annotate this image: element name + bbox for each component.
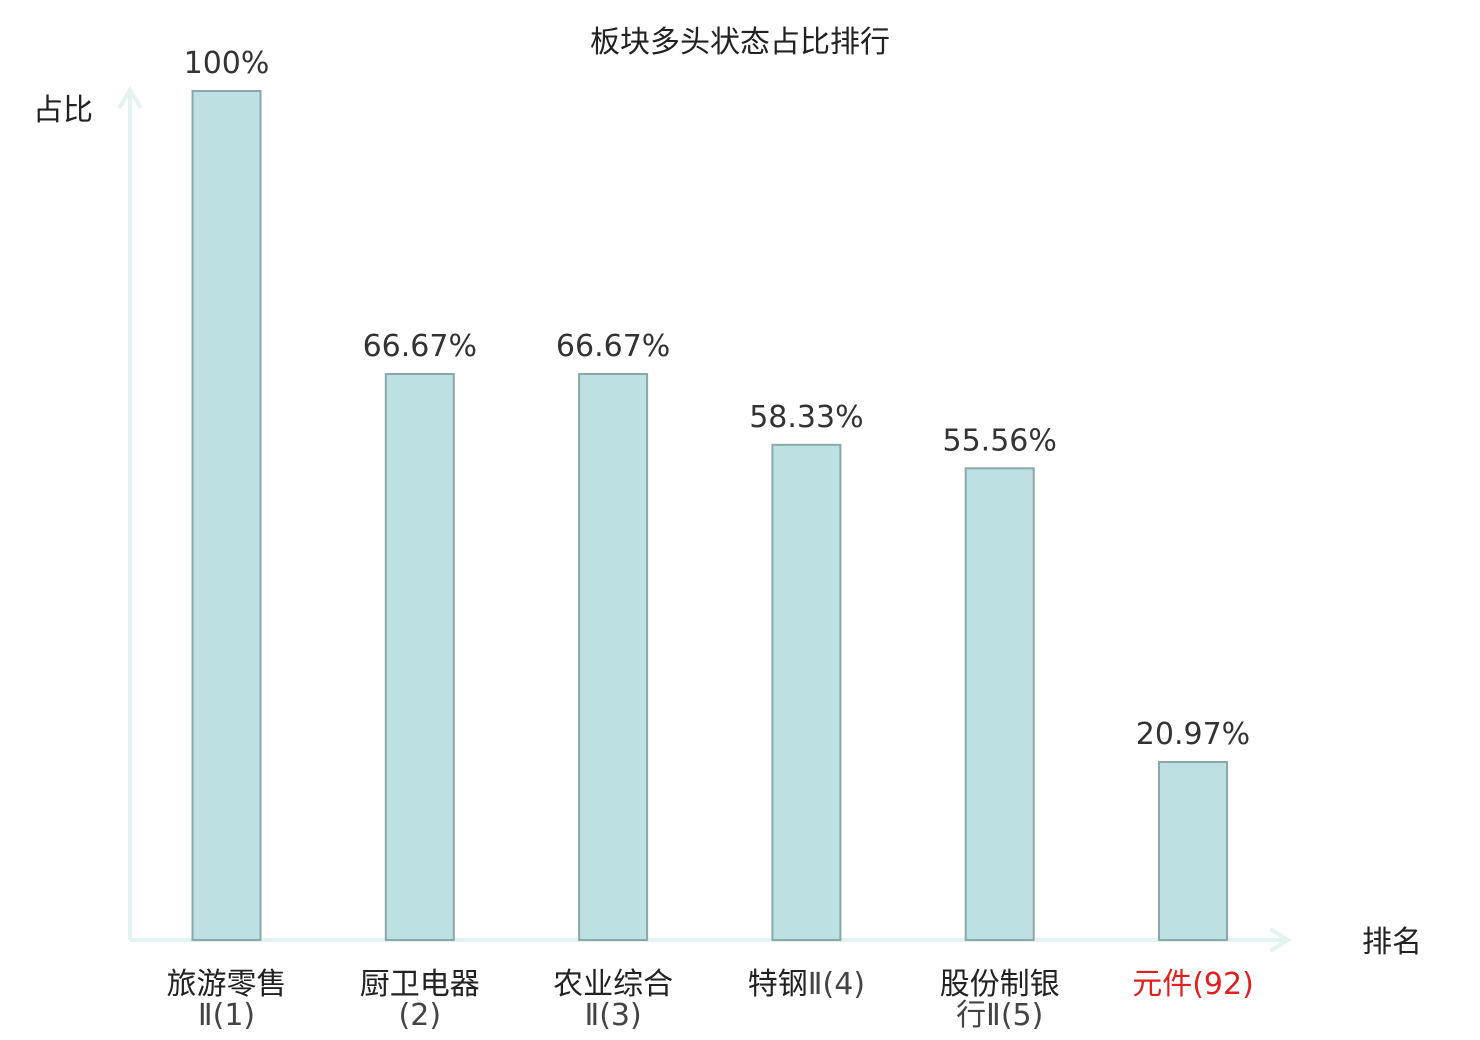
bar-4 <box>771 443 842 941</box>
y-axis: 占比 <box>33 86 143 940</box>
value-labels-group: 100% 66.67% 66.67% 58.33% 55.56% 20.97% <box>184 46 1251 752</box>
value-label-5: 55.56% <box>943 423 1057 458</box>
bar-1 <box>191 90 262 941</box>
category-label-5-name: 股份制银 <box>940 967 1060 1002</box>
x-axis: 排名 <box>130 925 1422 960</box>
bar-5 <box>964 467 1035 941</box>
category-label-1-rank: Ⅱ(1) <box>198 998 255 1033</box>
bar-2 <box>384 373 455 941</box>
value-label-6: 20.97% <box>1136 717 1250 752</box>
bar-6 <box>1158 761 1228 941</box>
category-label-2-name: 厨卫电器 <box>360 967 480 1002</box>
bars-group <box>191 90 1228 941</box>
y-axis-arrow-icon <box>117 86 143 110</box>
category-label-4-rank: Ⅱ(4) <box>808 967 865 1002</box>
category-label-4-name: 特钢 <box>748 967 808 1002</box>
category-label-4: 特钢Ⅱ(4) <box>748 967 865 1002</box>
category-label-1-name: 旅游零售 <box>167 967 287 1002</box>
bar-3 <box>578 373 649 941</box>
category-label-3-rank: Ⅱ(3) <box>584 998 641 1033</box>
category-label-6: 元件(92) <box>1132 967 1254 1002</box>
chart-title: 板块多头状态占比排行 <box>590 25 890 60</box>
value-label-4: 58.33% <box>749 400 863 435</box>
value-label-1: 100% <box>184 46 270 81</box>
y-axis-label: 占比 <box>33 93 93 128</box>
value-label-3: 66.67% <box>556 329 670 364</box>
category-label-3-name: 农业综合 <box>553 967 673 1002</box>
value-label-2: 66.67% <box>363 329 477 364</box>
category-label-6-name: 元件 <box>1132 967 1192 1002</box>
category-label-6-rank: (92) <box>1192 967 1254 1002</box>
x-axis-label: 排名 <box>1362 925 1422 960</box>
category-label-2-rank: (2) <box>399 998 442 1033</box>
x-axis-arrow-icon <box>1268 927 1292 953</box>
category-label-5-rank: 行Ⅱ(5) <box>956 998 1043 1033</box>
